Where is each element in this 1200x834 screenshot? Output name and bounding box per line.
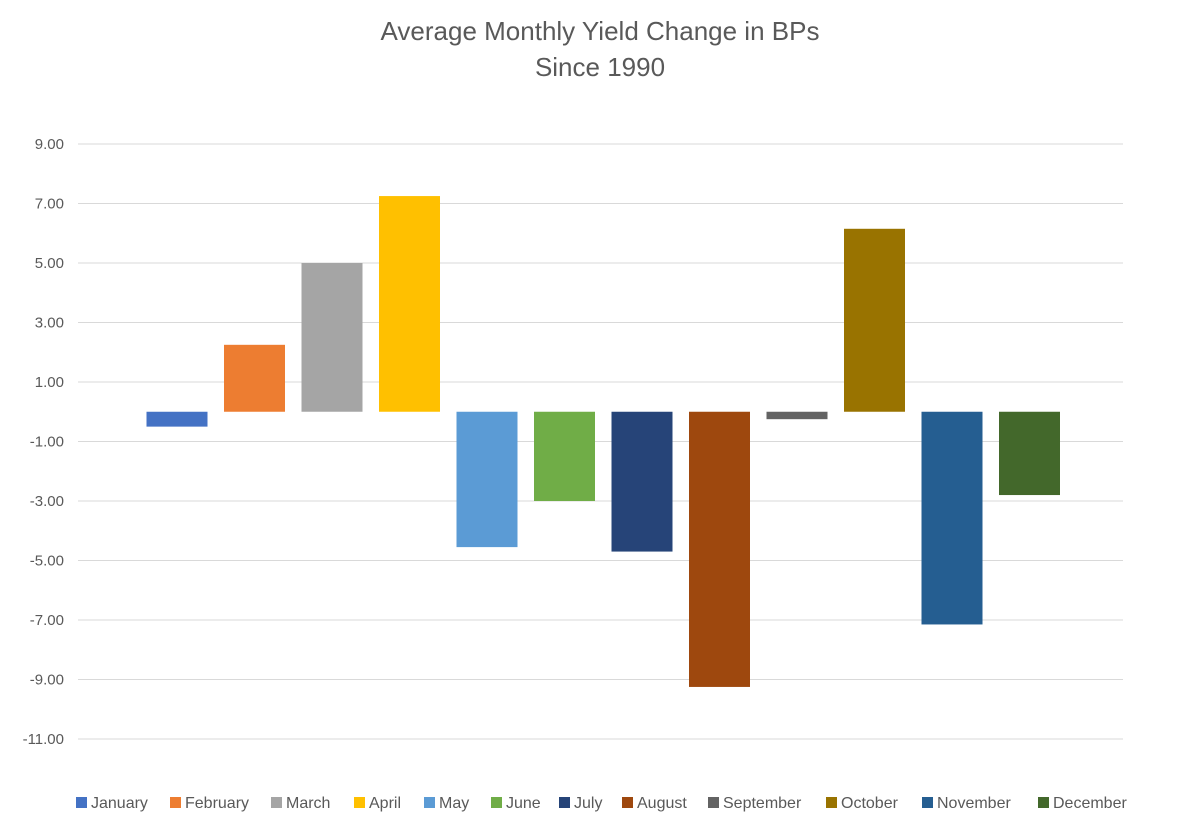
legend-swatch-october [826, 797, 837, 808]
chart-title: Average Monthly Yield Change in BPs [380, 16, 820, 46]
y-tick-label: 9.00 [35, 136, 64, 153]
bars [146, 196, 1060, 687]
y-tick-label: -5.00 [30, 553, 64, 570]
legend-swatch-march [271, 797, 282, 808]
y-tick-label: -1.00 [30, 434, 64, 451]
chart-subtitle: Since 1990 [534, 52, 666, 82]
legend-swatch-january [76, 797, 87, 808]
legend-swatch-april [354, 797, 365, 808]
bar-may [456, 411, 518, 548]
legend-swatch-august [622, 797, 633, 808]
bar-november [921, 411, 983, 625]
y-axis-ticks: 9.00 7.00 5.00 3.00 1.00 -1.00 -3.00 -5.00 -7.00… [23, 136, 64, 748]
legend-label-july: July [574, 795, 602, 812]
legend-swatch-may [424, 797, 435, 808]
legend-label-june: June [506, 795, 541, 812]
y-tick-label: -7.00 [30, 612, 64, 629]
legend-label-october: October [841, 795, 899, 812]
bar-march [301, 263, 363, 412]
bar-september [766, 411, 828, 420]
legend-label-april: April [369, 795, 401, 812]
legend-swatch-july [559, 797, 570, 808]
legend-label-september: September [723, 795, 802, 812]
y-tick-label: 7.00 [35, 196, 64, 213]
legend-label-december: December [1053, 795, 1127, 812]
bar-october [844, 228, 905, 412]
y-tick-label: 3.00 [35, 315, 64, 332]
bar-december [999, 411, 1060, 496]
y-tick-label: 5.00 [35, 255, 64, 272]
legend-swatch-september [708, 797, 719, 808]
y-tick-label: -3.00 [30, 493, 64, 510]
bar-april [379, 196, 440, 412]
legend-label-february: February [185, 795, 249, 812]
bar-june [534, 411, 595, 501]
y-tick-label: -9.00 [30, 672, 64, 689]
legend-swatch-november [922, 797, 933, 808]
legend-label-august: August [637, 795, 687, 812]
legend-swatch-june [491, 797, 502, 808]
legend-label-january: January [91, 795, 148, 812]
bar-february [224, 344, 285, 412]
y-tick-label: -11.00 [23, 731, 64, 748]
legend-swatch-december [1038, 797, 1049, 808]
legend-label-may: May [439, 795, 469, 812]
y-tick-label: 1.00 [35, 374, 64, 391]
bar-january [146, 411, 208, 427]
bar-august [689, 411, 750, 687]
legend-label-november: November [937, 795, 1011, 812]
legend-label-march: March [286, 795, 330, 812]
bar-july [611, 411, 673, 552]
legend-swatch-february [170, 797, 181, 808]
legend: January February March April May June July Augu… [76, 795, 1127, 812]
